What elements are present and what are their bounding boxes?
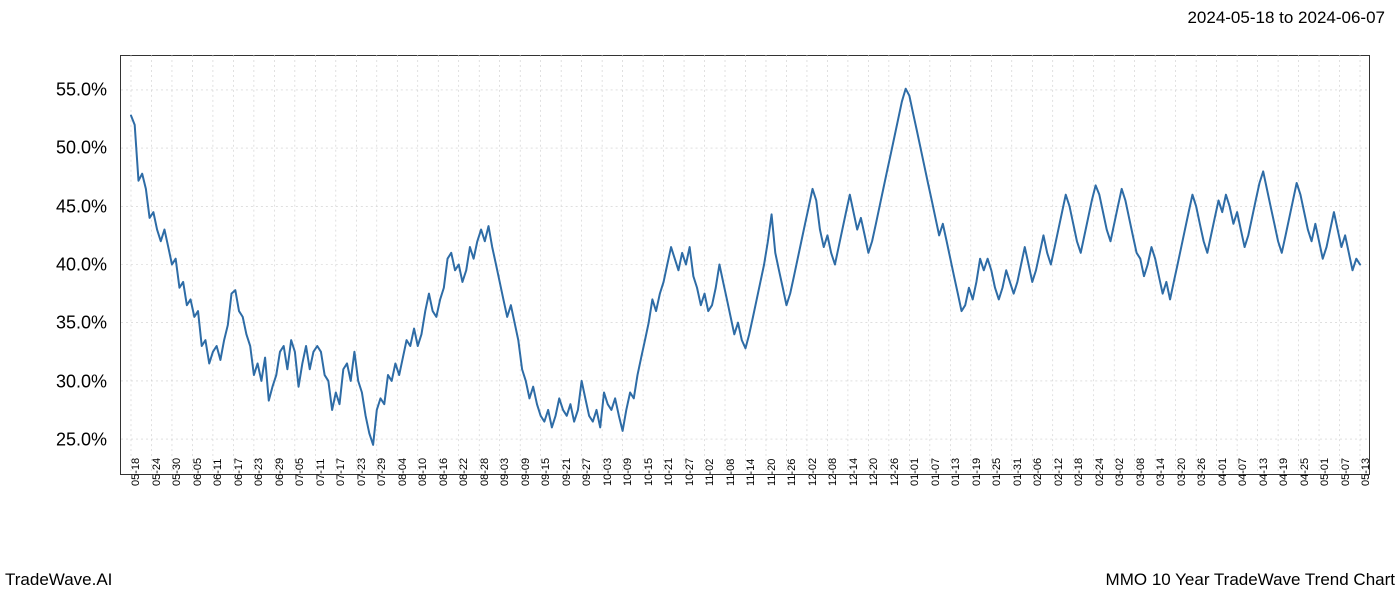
x-tick-label: 09-21 [561,458,573,486]
x-tick-label: 03-08 [1135,458,1147,486]
x-tick-label: 09-15 [540,458,552,486]
x-tick-label: 12-14 [848,458,860,486]
x-tick-label: 06-29 [274,458,286,486]
y-tick-label: 50.0% [56,138,107,159]
x-tick-label: 05-24 [151,458,163,486]
x-tick-label: 01-07 [930,458,942,486]
x-tick-label: 05-30 [171,458,183,486]
x-tick-label: 03-14 [1155,458,1167,486]
x-tick-label: 01-31 [1012,458,1024,486]
chart-plot-area [120,55,1370,475]
x-tick-label: 07-17 [335,458,347,486]
x-tick-label: 10-21 [663,458,675,486]
y-axis-labels: 25.0% 30.0% 35.0% 40.0% 45.0% 50.0% 55.0% [0,55,115,475]
x-tick-label: 03-02 [1114,458,1126,486]
x-tick-label: 09-09 [520,458,532,486]
date-range-label: 2024-05-18 to 2024-06-07 [1187,8,1385,28]
x-tick-label: 04-07 [1237,458,1249,486]
x-tick-label: 08-16 [438,458,450,486]
x-tick-label: 01-19 [971,458,983,486]
y-tick-label: 40.0% [56,255,107,276]
x-tick-label: 11-14 [745,459,757,486]
x-tick-label: 02-24 [1094,458,1106,486]
x-tick-label: 10-03 [602,458,614,486]
x-tick-label: 12-08 [827,458,839,486]
x-tick-label: 09-27 [581,458,593,486]
x-tick-label: 06-17 [233,458,245,486]
chart-title: MMO 10 Year TradeWave Trend Chart [1106,570,1395,590]
x-tick-label: 06-11 [212,459,224,486]
y-tick-label: 55.0% [56,80,107,101]
x-tick-label: 10-27 [684,458,696,486]
y-tick-label: 25.0% [56,430,107,451]
x-tick-label: 11-02 [704,459,716,486]
chart-svg [121,55,1370,474]
x-tick-label: 12-26 [889,458,901,486]
x-tick-label: 05-18 [130,458,142,486]
x-tick-label: 03-20 [1176,458,1188,486]
x-tick-label: 02-12 [1053,458,1065,486]
x-tick-label: 11-20 [766,459,778,486]
x-tick-label: 01-13 [950,458,962,486]
x-tick-label: 06-05 [192,458,204,486]
x-tick-label: 10-15 [643,458,655,486]
x-tick-label: 07-05 [294,458,306,486]
x-tick-label: 08-28 [479,458,491,486]
x-tick-label: 12-20 [868,458,880,486]
x-tick-label: 04-25 [1299,458,1311,486]
x-tick-label: 05-01 [1319,458,1331,486]
x-tick-label: 07-11 [315,459,327,486]
x-tick-label: 10-09 [622,458,634,486]
y-tick-label: 45.0% [56,196,107,217]
x-tick-label: 04-19 [1278,458,1290,486]
x-tick-label: 08-22 [458,458,470,486]
x-tick-label: 02-06 [1032,458,1044,486]
y-tick-label: 35.0% [56,313,107,334]
x-tick-label: 05-13 [1360,458,1372,486]
x-tick-label: 01-01 [909,458,921,486]
x-tick-label: 12-02 [807,458,819,486]
x-tick-label: 11-08 [725,459,737,486]
x-tick-label: 04-13 [1258,458,1270,486]
x-axis-labels: 05-1805-2405-3006-0506-1106-1706-2306-29… [120,478,1370,558]
x-tick-label: 05-07 [1340,458,1352,486]
x-tick-label: 07-29 [376,458,388,486]
x-tick-label: 08-04 [397,458,409,486]
x-tick-label: 09-03 [499,458,511,486]
x-tick-label: 03-26 [1196,458,1208,486]
x-tick-label: 11-26 [786,459,798,486]
x-tick-label: 02-18 [1073,458,1085,486]
x-tick-label: 06-23 [253,458,265,486]
x-tick-label: 07-23 [356,458,368,486]
x-tick-label: 04-01 [1217,458,1229,486]
brand-label: TradeWave.AI [5,570,112,590]
y-tick-label: 30.0% [56,371,107,392]
x-tick-label: 01-25 [991,458,1003,486]
x-tick-label: 08-10 [417,458,429,486]
